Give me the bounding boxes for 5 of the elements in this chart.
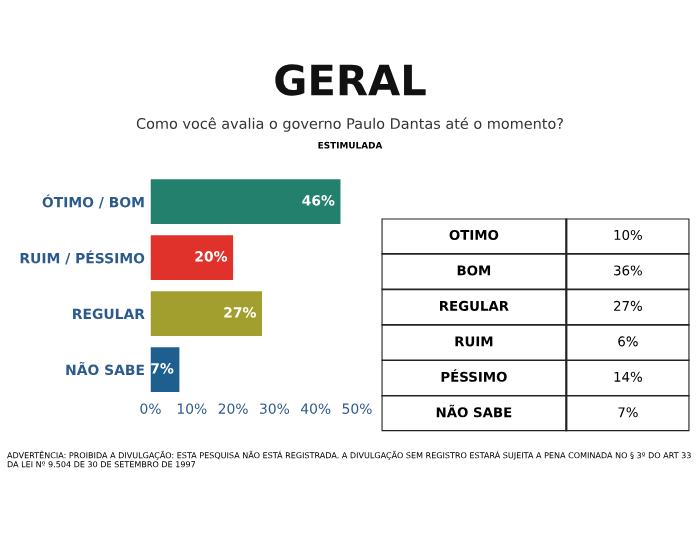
bar bbox=[150, 347, 180, 392]
bar bbox=[150, 235, 234, 280]
bar bbox=[150, 179, 341, 224]
bar bbox=[150, 291, 263, 336]
chart-title: GERAL bbox=[275, 64, 426, 96]
